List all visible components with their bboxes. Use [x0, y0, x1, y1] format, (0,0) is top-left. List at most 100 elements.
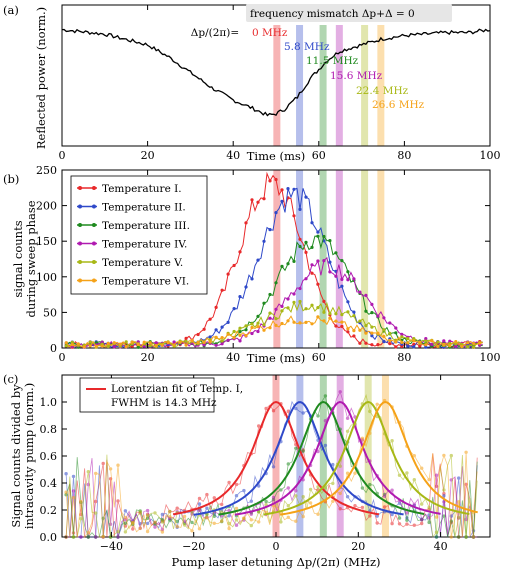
x-axis-label-c: Pump laser detuning Δp/(2π) (MHz)	[171, 555, 380, 569]
series-point	[340, 284, 344, 288]
legend-box-b	[70, 175, 208, 295]
series-point	[406, 341, 410, 345]
series-point	[370, 334, 374, 338]
series-point	[418, 340, 422, 344]
legend-swatch-dot	[78, 186, 82, 190]
x-tick-label-a: 100	[480, 149, 501, 162]
series-point	[298, 207, 302, 211]
series-point	[130, 340, 134, 344]
series-point	[286, 297, 290, 301]
series-point	[358, 341, 362, 345]
series-point	[226, 332, 230, 336]
x-tick-label-b: 60	[312, 351, 326, 364]
series-point	[424, 343, 428, 347]
series-point	[340, 313, 344, 317]
series-point	[358, 290, 362, 294]
legend-swatch-dot	[78, 204, 82, 209]
series-point	[64, 344, 68, 348]
series-point	[466, 341, 470, 345]
legend-c: Lorentzian fit of Temp. I, FWHM is 14.3 …	[79, 377, 243, 413]
legend-swatch-dot	[92, 260, 96, 264]
series-point	[304, 307, 308, 311]
series-point	[268, 179, 272, 183]
series-point	[82, 345, 86, 349]
series-point	[346, 310, 350, 314]
series-point	[226, 272, 230, 276]
series-point	[268, 316, 272, 320]
series-point	[304, 240, 308, 244]
series-point	[280, 304, 284, 308]
series-point	[340, 259, 344, 263]
x-tick-label-b: 80	[397, 351, 411, 364]
series-point	[226, 338, 230, 342]
series-6	[64, 315, 483, 349]
series-point	[280, 264, 284, 268]
series-point	[460, 344, 464, 349]
series-point	[250, 331, 254, 336]
series-point	[424, 337, 428, 341]
series-point	[232, 329, 236, 334]
series-point	[256, 329, 260, 334]
series-point	[418, 344, 422, 348]
points-line-6	[65, 400, 478, 538]
lorentzian-fit-4	[234, 400, 441, 516]
series-point	[268, 292, 272, 297]
series-point	[448, 339, 452, 343]
series-point	[346, 270, 350, 274]
series-point	[370, 325, 374, 329]
mismatch-line-labels: 0 MHz 5.8 MHz 11.5 MHz 15.6 MHz 22.4 MHz 26.6…	[252, 27, 425, 111]
x-axis-label-a: Time (ms)	[247, 149, 306, 163]
lorentzian-fit-5	[263, 400, 470, 516]
panel-label-b: (b)	[3, 172, 19, 186]
series-point	[220, 339, 224, 343]
series-point	[382, 334, 386, 339]
annotation-box	[246, 4, 452, 22]
lorentzian-fit-3	[218, 400, 425, 516]
series-point	[154, 341, 158, 345]
series-point	[274, 307, 278, 311]
mismatch-band-c-4	[364, 375, 372, 537]
series-point	[166, 340, 170, 345]
series-point	[286, 187, 290, 191]
series-point	[334, 324, 338, 328]
series-point	[316, 315, 320, 319]
series-point	[88, 340, 92, 344]
x-tick-label-a: 40	[226, 149, 240, 162]
x-axis-label-b: Time (ms)	[247, 351, 306, 365]
series-point	[334, 251, 338, 255]
series-point	[400, 344, 404, 348]
x-tick-label-b: 40	[226, 351, 240, 364]
panel-label-a: (a)	[3, 3, 19, 17]
legend-swatch-dot	[78, 223, 82, 227]
mismatch-label-3: 15.6 MHz	[330, 70, 383, 82]
series-point	[250, 325, 254, 330]
series-point	[112, 341, 116, 345]
y-axis-label-b-line2: during sweep phase	[24, 200, 38, 317]
y-tick-label-c: 1.0	[40, 396, 58, 409]
series-point	[244, 328, 248, 332]
series-point	[250, 322, 254, 326]
series-point	[256, 321, 260, 325]
mismatch-band-a-2	[319, 25, 327, 146]
series-point	[292, 214, 296, 218]
series-point	[466, 345, 470, 349]
series-point	[148, 344, 152, 348]
series-point	[442, 342, 446, 347]
mismatch-bands-a	[273, 25, 385, 146]
legend-swatch-dot	[92, 241, 96, 246]
series-point	[406, 337, 410, 341]
series-point	[340, 277, 344, 281]
series-point	[328, 270, 332, 274]
series-point	[340, 320, 344, 324]
series-point	[214, 343, 218, 347]
legend-swatch-dot	[92, 186, 96, 190]
series-point	[370, 311, 374, 315]
legend-label-5: Temperature V.	[102, 257, 183, 269]
mismatch-band-a-0	[273, 25, 281, 146]
y-axis-label-a: Reflected power (norm.)	[34, 7, 48, 149]
series-point	[178, 340, 182, 344]
legend-fit-label-line2: FWHM is 14.3 MHz	[111, 397, 217, 409]
series-point	[220, 336, 224, 340]
series-point	[76, 342, 80, 346]
